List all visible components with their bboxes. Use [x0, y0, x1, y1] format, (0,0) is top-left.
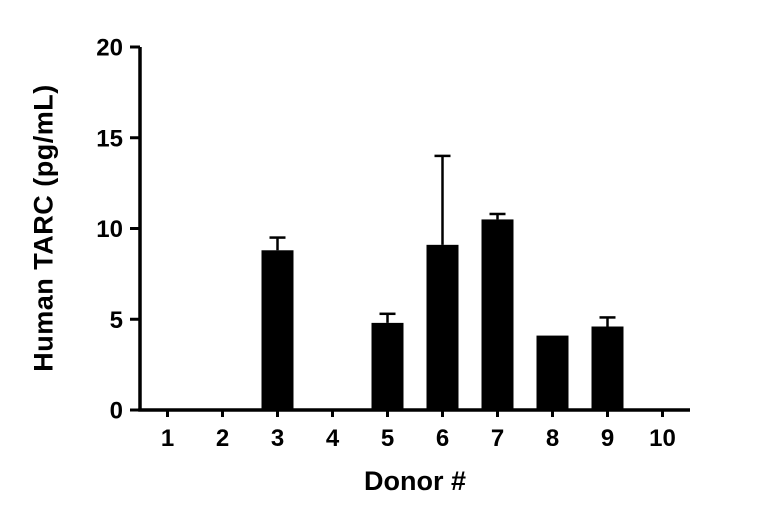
bar-donor-6 — [426, 244, 459, 410]
x-tick-label: 8 — [546, 425, 559, 452]
bar-donor-3 — [261, 250, 294, 410]
y-tick-label: 20 — [96, 35, 123, 62]
bar-donor-7 — [481, 219, 514, 410]
y-tick-label: 5 — [110, 307, 123, 334]
x-tick-label: 1 — [161, 425, 174, 452]
x-axis-title: Donor # — [363, 466, 467, 496]
x-tick-label: 2 — [216, 425, 229, 452]
y-tick-label: 15 — [96, 125, 123, 152]
x-tick-label: 3 — [271, 425, 284, 452]
bar-donor-8 — [536, 335, 569, 410]
y-axis-title: Human TARC (pg/mL) — [28, 84, 59, 372]
x-tick-label: 9 — [601, 425, 614, 452]
y-tick-label: 10 — [96, 216, 123, 243]
bar-donor-5 — [371, 322, 404, 410]
x-tick-label: 4 — [326, 425, 340, 452]
x-tick-label: 5 — [381, 425, 394, 452]
x-tick-label: 6 — [436, 425, 449, 452]
y-tick-label: 0 — [110, 398, 123, 425]
x-tick-label: 10 — [649, 425, 676, 452]
bar-donor-9 — [591, 326, 624, 410]
x-tick-label: 7 — [491, 425, 504, 452]
